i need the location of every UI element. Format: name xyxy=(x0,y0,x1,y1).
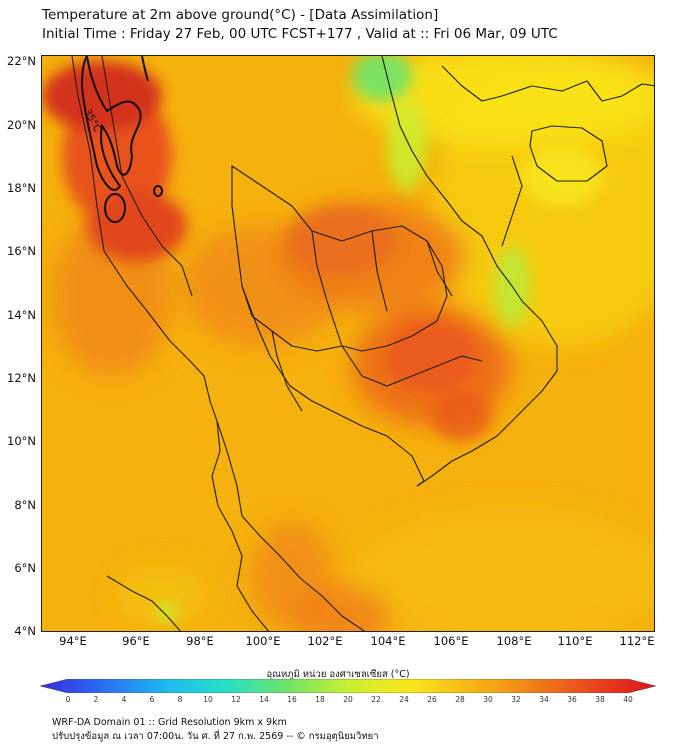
lon-label-100: 100°E xyxy=(245,634,281,648)
colorbar-tick: 24 xyxy=(399,695,409,704)
colorbar-tick: 16 xyxy=(287,695,297,704)
lon-label-104: 104°E xyxy=(370,634,406,648)
colorbar-tick: 2 xyxy=(93,695,99,704)
temperature-field: 35°C xyxy=(42,56,654,631)
lat-label-12: 12°N xyxy=(7,371,36,385)
colorbar-tick: 8 xyxy=(177,695,183,704)
lat-label-4: 4°N xyxy=(14,624,36,638)
title-line-1: Temperature at 2m above ground(°C) - [Da… xyxy=(42,7,439,23)
lat-label-6: 6°N xyxy=(14,561,36,575)
lon-label-108: 108°E xyxy=(496,634,532,648)
colorbar-tick: 12 xyxy=(231,695,241,704)
lat-label-18: 18°N xyxy=(7,181,36,195)
colorbar-tick: 36 xyxy=(567,695,577,704)
lon-label-94: 94°E xyxy=(59,634,87,648)
lon-label-110: 110°E xyxy=(557,634,593,648)
colorbar-tick: 4 xyxy=(121,695,127,704)
colorbar-title: อุณหภูมิ หน่วย องศาเซลเซียส (°C) xyxy=(266,669,410,680)
colorbar-tick: 30 xyxy=(483,695,493,704)
lat-label-14: 14°N xyxy=(7,308,36,322)
colorbar-tick: 14 xyxy=(259,695,269,704)
lat-label-8: 8°N xyxy=(14,498,36,512)
footer-line-1: WRF-DA Domain 01 :: Grid Resolution 9km … xyxy=(52,717,287,728)
colorbar-tick: 38 xyxy=(595,695,605,704)
lat-label-20: 20°N xyxy=(7,118,36,132)
colorbar-tick: 26 xyxy=(427,695,437,704)
colorbar-tick: 34 xyxy=(539,695,549,704)
colorbar-tick: 22 xyxy=(371,695,381,704)
colorbar-tick: 6 xyxy=(149,695,155,704)
footer: WRF-DA Domain 01 :: Grid Resolution 9km … xyxy=(52,716,379,744)
colorbar-tick: 10 xyxy=(203,695,213,704)
colorbar-tick: 32 xyxy=(511,695,521,704)
lon-label-112: 112°E xyxy=(619,634,655,648)
map-title: Temperature at 2m above ground(°C) - [Da… xyxy=(42,6,558,44)
colorbar xyxy=(40,679,656,693)
colorbar-tick: 28 xyxy=(455,695,465,704)
footer-line-2: ปรับปรุงข้อมูล ณ เวลา 07:00น. วัน ศ. ที่… xyxy=(52,731,379,742)
colorbar-tick: 0 xyxy=(65,695,71,704)
lon-label-96: 96°E xyxy=(122,634,150,648)
title-line-2: Initial Time : Friday 27 Feb, 00 UTC FCS… xyxy=(42,26,558,42)
lon-label-106: 106°E xyxy=(433,634,469,648)
colorbar-tick: 18 xyxy=(315,695,325,704)
lon-label-98: 98°E xyxy=(186,634,214,648)
lat-label-22: 22°N xyxy=(7,54,36,68)
lon-label-102: 102°E xyxy=(307,634,343,648)
coastline-borders xyxy=(71,56,654,631)
colorbar-tick: 20 xyxy=(343,695,353,704)
contour-35c xyxy=(80,56,163,223)
lat-label-16: 16°N xyxy=(7,244,36,258)
colorbar-tick: 40 xyxy=(623,695,633,704)
temperature-map: 35°C xyxy=(41,55,655,632)
lat-label-10: 10°N xyxy=(7,434,36,448)
